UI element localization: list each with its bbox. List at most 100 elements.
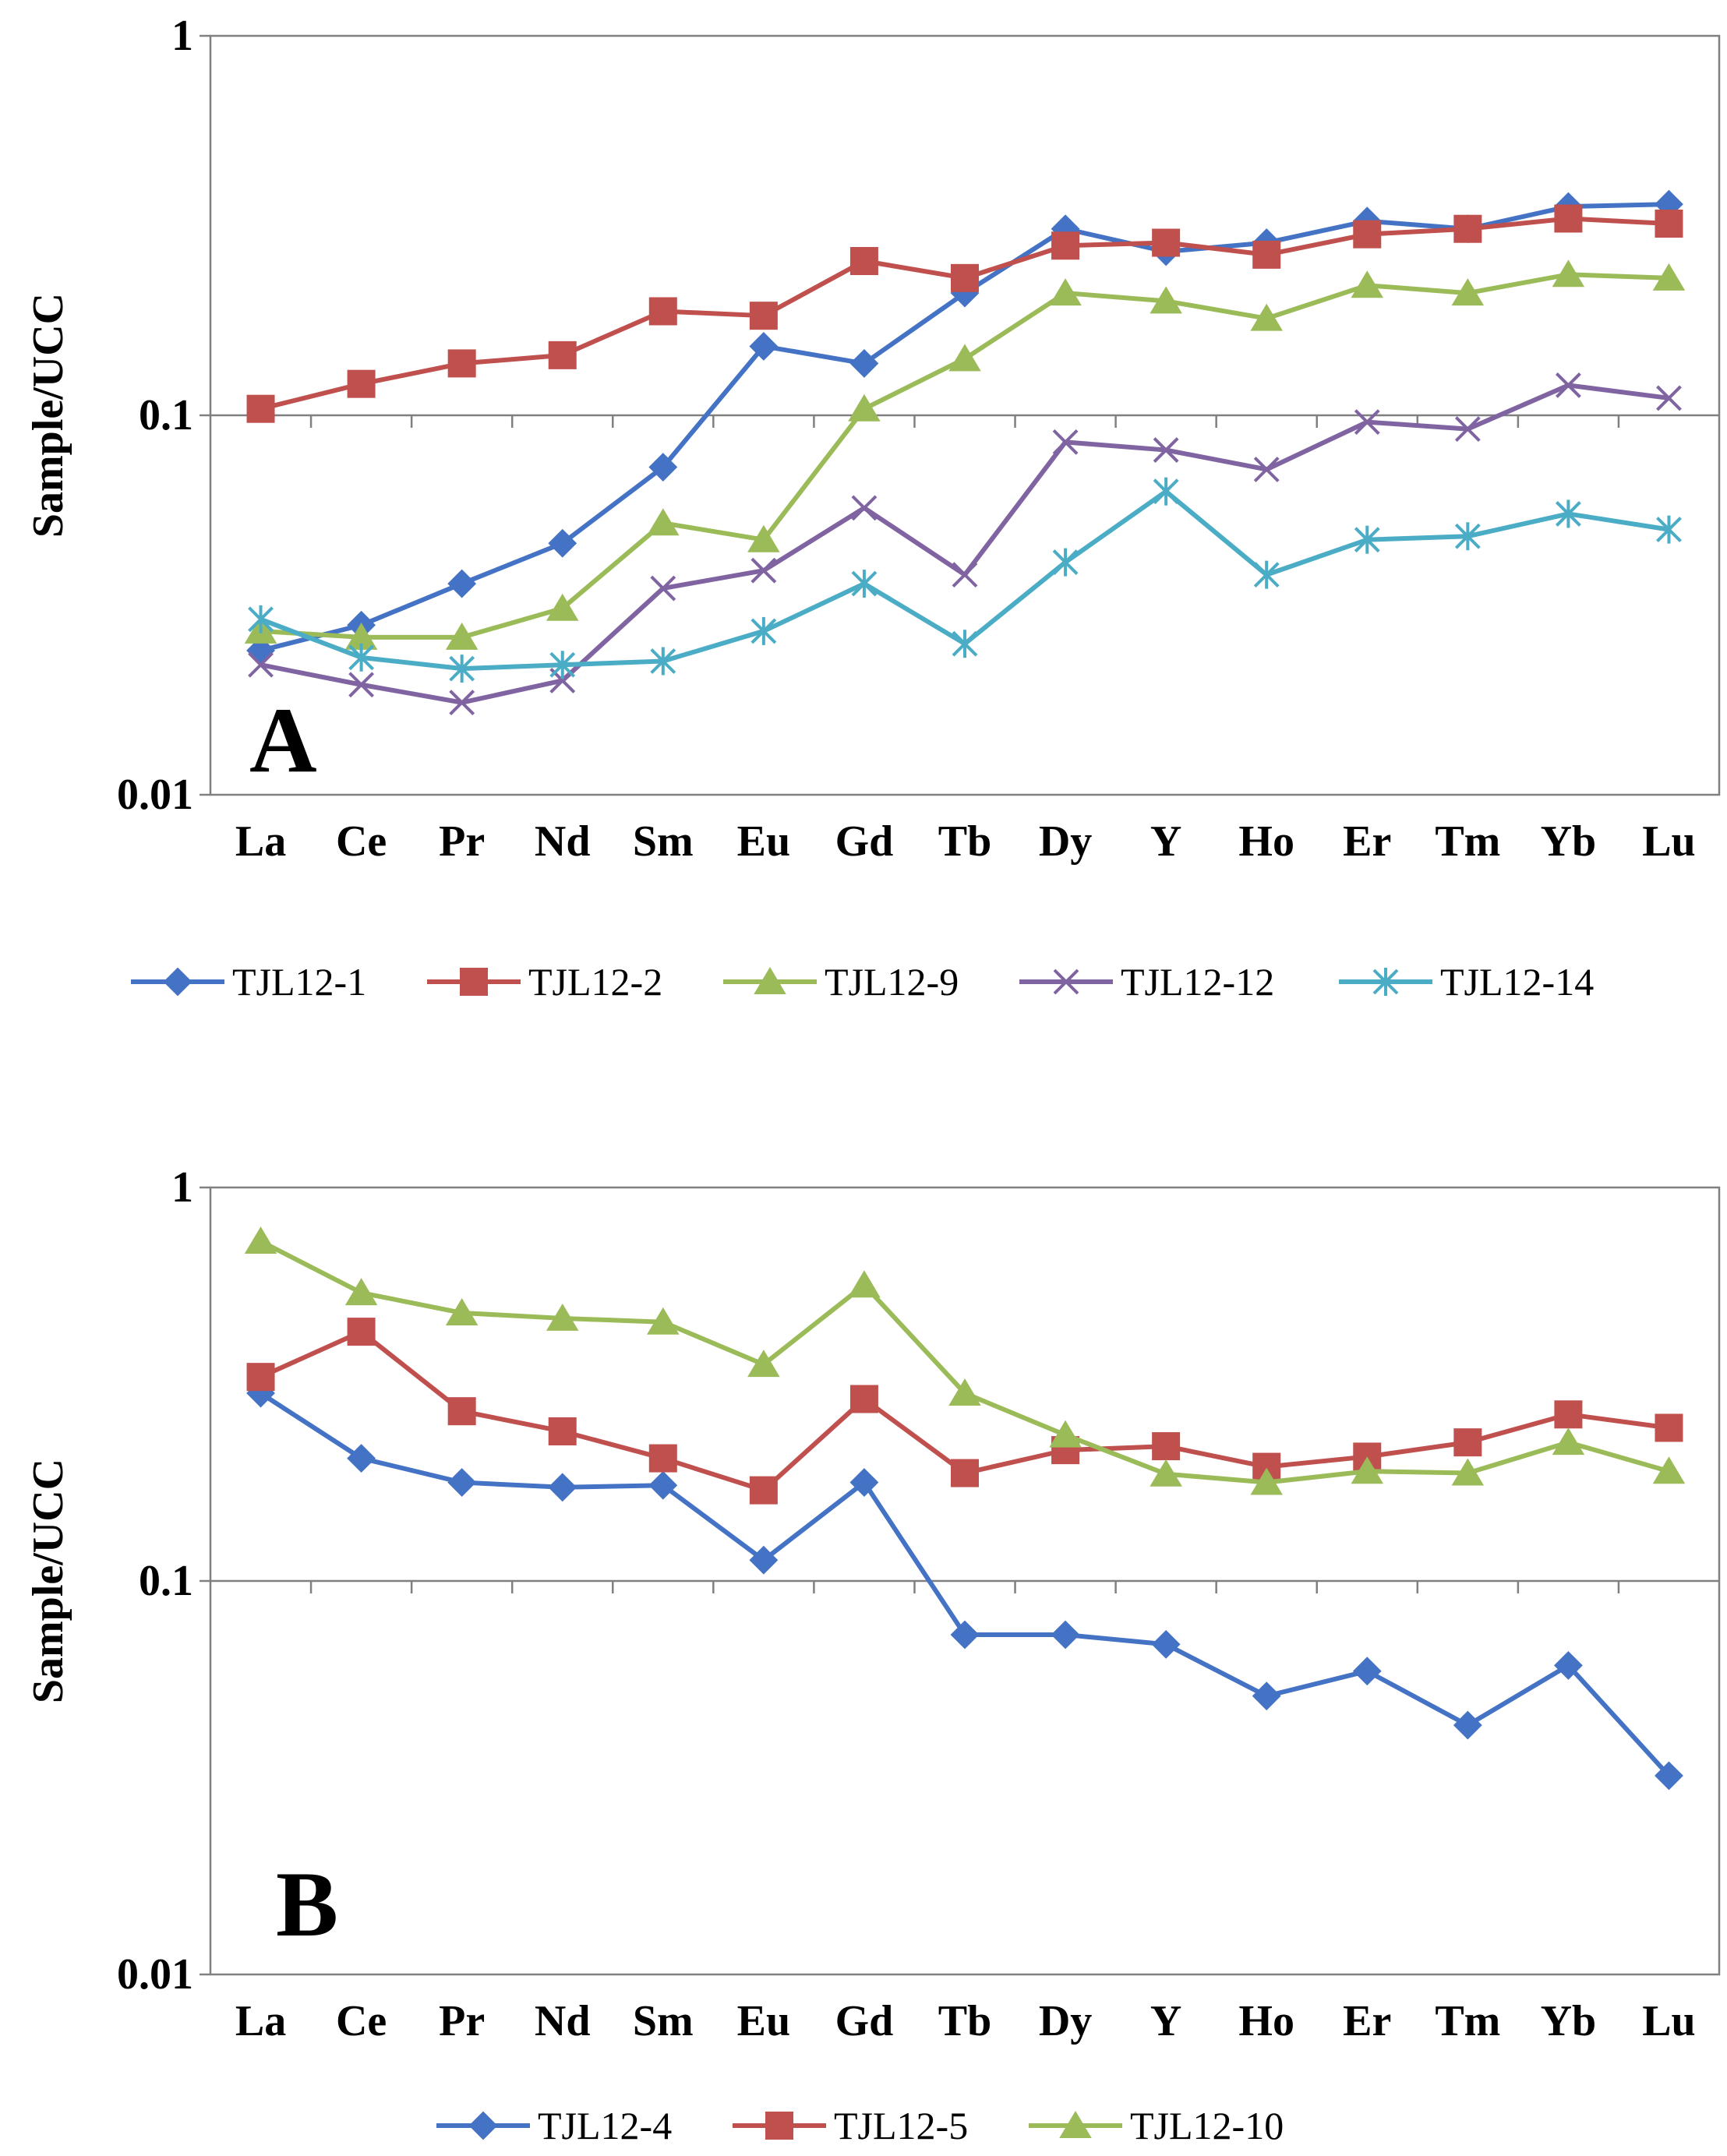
data-point bbox=[546, 593, 579, 621]
legend-item: TJL12-14 bbox=[1339, 960, 1594, 1004]
data-point bbox=[447, 569, 477, 598]
x-tick-label: Ce bbox=[336, 1997, 387, 2045]
data-point bbox=[1553, 1650, 1583, 1680]
data-point bbox=[849, 349, 879, 378]
data-point bbox=[1656, 515, 1682, 544]
data-point bbox=[1454, 522, 1481, 551]
data-point bbox=[1250, 303, 1283, 331]
data-point bbox=[1353, 220, 1382, 249]
data-point bbox=[1150, 1459, 1182, 1487]
legend-marker bbox=[1053, 969, 1079, 995]
data-point bbox=[1655, 1413, 1683, 1442]
data-point bbox=[1151, 1629, 1181, 1659]
legend-label: TJL12-5 bbox=[834, 2104, 968, 2147]
data-point bbox=[749, 332, 779, 361]
data-point bbox=[849, 247, 878, 276]
data-point bbox=[1656, 385, 1682, 411]
x-tick-label: Y bbox=[1150, 817, 1181, 866]
data-point bbox=[1453, 1710, 1482, 1740]
data-point bbox=[647, 508, 680, 536]
legend-item: TJL12-4 bbox=[436, 2104, 672, 2147]
data-point bbox=[650, 647, 676, 676]
y-tick-label: 0.01 bbox=[117, 1950, 193, 1999]
data-point bbox=[1554, 1400, 1583, 1429]
data-point bbox=[347, 1318, 376, 1346]
legend-marker bbox=[754, 967, 786, 994]
legend-item: TJL12-1 bbox=[131, 960, 366, 1004]
x-tick-label: Tm bbox=[1435, 1997, 1500, 2045]
data-point bbox=[548, 1473, 577, 1502]
x-tick-label: Lu bbox=[1642, 1997, 1696, 2045]
data-point bbox=[952, 630, 978, 658]
panel-label: A bbox=[249, 688, 317, 792]
data-point bbox=[749, 1545, 779, 1575]
data-point bbox=[948, 1378, 981, 1406]
x-tick-label: Eu bbox=[737, 817, 791, 866]
data-point bbox=[848, 1270, 881, 1298]
data-point bbox=[244, 1226, 277, 1254]
data-point bbox=[1453, 214, 1482, 243]
legend-label: TJL12-10 bbox=[1130, 2104, 1284, 2147]
x-tick-label: Gd bbox=[835, 817, 894, 866]
data-point bbox=[648, 297, 677, 326]
x-tick-label: Er bbox=[1343, 817, 1391, 866]
data-point bbox=[851, 570, 878, 598]
data-point bbox=[950, 1620, 980, 1650]
data-point bbox=[549, 651, 576, 679]
data-point bbox=[1655, 1761, 1683, 1791]
x-tick-label: Pr bbox=[439, 1997, 485, 2045]
data-point bbox=[347, 1444, 376, 1473]
x-tick-label: Dy bbox=[1039, 817, 1092, 866]
data-point bbox=[1253, 560, 1280, 589]
data-point bbox=[548, 1417, 577, 1445]
data-point bbox=[1453, 1428, 1482, 1457]
x-tick-label: Gd bbox=[835, 1997, 894, 2045]
chart-panel-b: 1 0.1 0.01 La Ce Pr Nd Sm Eu Gd Tb Dy Y Ho Er Tm Yb Lu Sam… bbox=[24, 1163, 1721, 2147]
x-tick-label: Tb bbox=[938, 1997, 992, 2045]
legend-item: TJL12-10 bbox=[1029, 2104, 1284, 2147]
legend-item: TJL12-12 bbox=[1019, 960, 1274, 1004]
legend: TJL12-4 TJL12-5 TJL12-10 bbox=[436, 2104, 1284, 2147]
data-point bbox=[747, 1350, 780, 1378]
data-point bbox=[344, 1278, 378, 1306]
legend-item: TJL12-5 bbox=[733, 2104, 968, 2147]
x-tick-label: Nd bbox=[535, 1997, 591, 2045]
data-point bbox=[447, 1468, 477, 1497]
legend: TJL12-1 TJL12-2 TJL12-9 TJL12-12 TJL12-14 bbox=[131, 960, 1594, 1004]
x-tick-label: La bbox=[235, 1997, 286, 2045]
x-tick-label: Ce bbox=[336, 817, 387, 866]
x-tick-label: Ho bbox=[1238, 1997, 1294, 2045]
y-axis-title: Sample/UCC bbox=[24, 1459, 72, 1703]
y-tick-label: 0.01 bbox=[117, 771, 193, 819]
data-point bbox=[546, 1303, 579, 1331]
data-point bbox=[648, 1444, 677, 1473]
x-tick-label: Er bbox=[1343, 1997, 1391, 2045]
legend-marker bbox=[163, 967, 192, 997]
x-tick-label: Eu bbox=[737, 1997, 791, 2045]
data-point bbox=[1354, 409, 1380, 436]
data-point bbox=[348, 643, 375, 672]
x-tick-label: Y bbox=[1150, 1997, 1181, 2045]
data-point bbox=[1153, 477, 1179, 506]
x-tick-label: Ho bbox=[1238, 817, 1294, 866]
data-point bbox=[1351, 1456, 1384, 1484]
data-point bbox=[747, 524, 780, 552]
data-point bbox=[449, 655, 475, 683]
series-tjl12-14 bbox=[248, 477, 1682, 683]
legend-label: TJL12-9 bbox=[825, 960, 959, 1004]
legend-label: TJL12-2 bbox=[528, 960, 662, 1004]
x-tick-label: Tm bbox=[1435, 817, 1500, 866]
data-point bbox=[1051, 1620, 1080, 1650]
data-point bbox=[1352, 1657, 1382, 1686]
data-point bbox=[1253, 457, 1280, 482]
data-point bbox=[1552, 259, 1585, 288]
data-point bbox=[447, 1397, 476, 1426]
x-tick-label: Yb bbox=[1541, 817, 1597, 866]
y-tick-label: 0.1 bbox=[139, 1557, 193, 1605]
data-point bbox=[445, 622, 479, 650]
x-tick-label: Pr bbox=[439, 817, 485, 866]
data-point bbox=[548, 341, 577, 369]
data-point bbox=[749, 302, 778, 330]
legend-marker bbox=[765, 2112, 793, 2140]
data-point bbox=[1451, 278, 1485, 306]
